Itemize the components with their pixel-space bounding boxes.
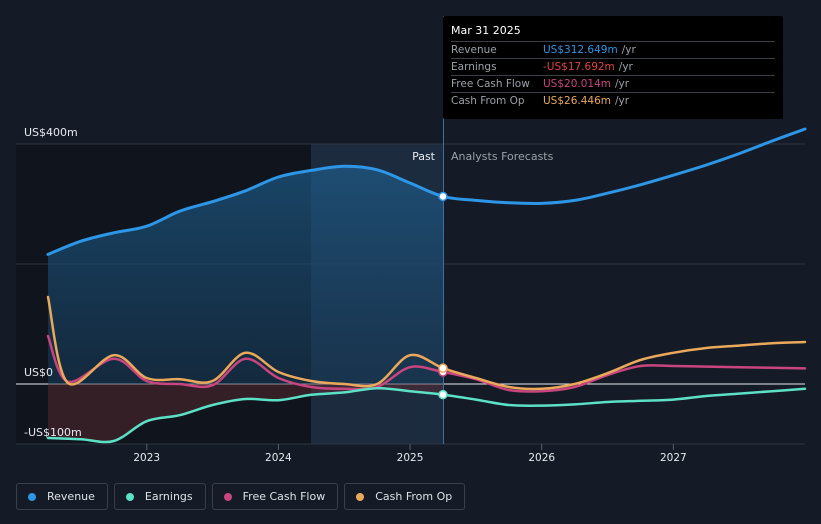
legend-item-cash-from-op[interactable]: Cash From Op bbox=[344, 483, 466, 510]
legend-label: Cash From Op bbox=[375, 490, 453, 503]
tooltip-unit: /yr bbox=[618, 61, 633, 73]
revenue-area bbox=[48, 166, 443, 384]
x-tick-label: 2027 bbox=[660, 452, 687, 464]
tooltip-value: US$26.446m bbox=[543, 95, 611, 107]
x-axis: 2023 2024 2025 2026 2027 bbox=[133, 444, 687, 464]
legend-label: Earnings bbox=[144, 490, 193, 503]
tooltip-label: Cash From Op bbox=[451, 95, 525, 107]
x-tick-label: 2026 bbox=[528, 452, 555, 464]
tooltip-row-revenue: Revenue US$312.649m/yr bbox=[451, 41, 775, 59]
highlight-marker bbox=[438, 389, 448, 400]
past-label: Past bbox=[412, 150, 436, 163]
tooltip-unit: /yr bbox=[615, 78, 630, 90]
legend-dot-icon bbox=[125, 492, 134, 501]
highlight-markers bbox=[438, 191, 448, 400]
tooltip-unit: /yr bbox=[615, 95, 630, 107]
legend-label: Revenue bbox=[47, 490, 95, 503]
legend-dot-icon bbox=[28, 492, 36, 501]
legend: Revenue Earnings Free Cash Flow Cash Fro… bbox=[16, 483, 466, 510]
series-lines bbox=[46, 127, 807, 444]
tooltip-unit: /yr bbox=[621, 44, 636, 56]
tooltip-label: Free Cash Flow bbox=[451, 78, 530, 90]
tooltip: Mar 31 2025 Revenue US$312.649m/yr Earni… bbox=[443, 16, 783, 119]
highlight-marker bbox=[438, 363, 448, 373]
tooltip-row-earnings: Earnings -US$17.692m/yr bbox=[451, 58, 775, 76]
x-tick-label: 2023 bbox=[133, 452, 160, 464]
series-line-free-cash-flow bbox=[46, 334, 807, 393]
x-tick-label: 2025 bbox=[397, 452, 424, 464]
tooltip-value: US$312.649m bbox=[543, 44, 618, 56]
tooltip-value: -US$17.692m bbox=[543, 61, 615, 73]
tooltip-row-free-cash-flow: Free Cash Flow US$20.014m/yr bbox=[451, 75, 775, 93]
tooltip-value: US$20.014m bbox=[543, 78, 611, 90]
y-tick-label: -US$100m bbox=[24, 426, 82, 439]
x-tick-label: 2024 bbox=[265, 452, 292, 464]
legend-item-free-cash-flow[interactable]: Free Cash Flow bbox=[211, 483, 339, 510]
earnings-negative-area bbox=[48, 384, 443, 443]
forecast-label: Analysts Forecasts bbox=[451, 150, 554, 163]
tooltip-date: Mar 31 2025 bbox=[451, 24, 521, 37]
legend-item-revenue[interactable]: Revenue bbox=[16, 483, 108, 510]
y-tick-label: US$400m bbox=[24, 126, 78, 139]
series-line-earnings bbox=[46, 386, 807, 444]
y-tick-label: US$0 bbox=[24, 366, 53, 379]
series-line-cash-from-op bbox=[46, 295, 807, 391]
legend-label: Free Cash Flow bbox=[242, 490, 326, 503]
legend-dot-icon bbox=[223, 492, 232, 501]
legend-dot-icon bbox=[356, 492, 365, 501]
legend-item-earnings[interactable]: Earnings bbox=[113, 483, 206, 510]
tooltip-label: Revenue bbox=[451, 44, 497, 56]
series-line-revenue bbox=[46, 127, 807, 256]
tooltip-label: Earnings bbox=[451, 61, 497, 73]
highlight-marker bbox=[438, 191, 448, 202]
tooltip-row-cash-from-op: Cash From Op US$26.446m/yr bbox=[451, 92, 775, 110]
